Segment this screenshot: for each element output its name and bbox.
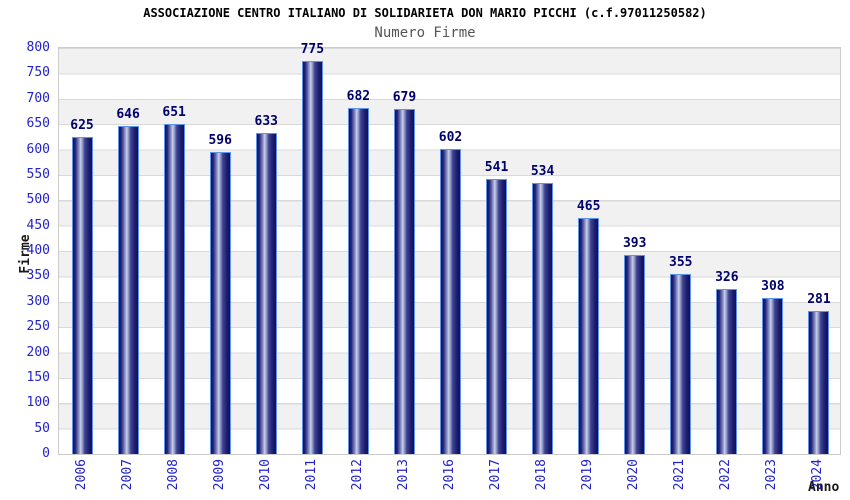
x-tick-label: 2019: [580, 459, 596, 491]
x-tick-label: 2021: [672, 459, 688, 491]
bar-2022: [716, 288, 738, 454]
bar-value-label: 651: [162, 104, 186, 120]
bar-2011: [301, 60, 323, 454]
bar-2007: [117, 126, 139, 454]
bar-2008: [163, 123, 185, 454]
bar-2012: [347, 107, 369, 454]
x-tick-label: 2008: [165, 459, 181, 491]
bar-value-label: 465: [576, 199, 601, 215]
x-tick-label: 2016: [441, 459, 457, 491]
bar-value-label: 308: [761, 278, 785, 294]
y-tick-label: 150: [26, 369, 50, 385]
x-tick-label: 2007: [119, 459, 135, 491]
x-tick-label: 2012: [349, 459, 365, 491]
bar-2017: [486, 179, 508, 454]
y-tick-label: 700: [26, 90, 50, 106]
plot-area: 625 646 651 596 633 775 682 679 602 541 534 465 393 3…: [58, 42, 841, 455]
bar-value-label: 281: [807, 292, 831, 308]
y-tick-label: 500: [26, 192, 50, 208]
bar-value-label: 646: [116, 107, 140, 123]
bar-value-label: 602: [438, 129, 463, 145]
bar-value-label: 775: [300, 41, 325, 57]
bar-value-label: 534: [530, 164, 555, 179]
bar-value-label: 326: [715, 269, 739, 285]
bar-2018: [532, 183, 554, 454]
bar-value-label: 633: [254, 113, 278, 129]
bar-value-label: 541: [484, 160, 509, 176]
x-tick-label: 2023: [764, 459, 780, 491]
chart-title: ASSOCIAZIONE CENTRO ITALIANO DI SOLIDARI…: [143, 6, 707, 20]
y-tick-label: 800: [26, 40, 50, 55]
bar-2013: [393, 109, 415, 454]
y-tick-label: 650: [26, 116, 50, 132]
bar-value-label: 596: [208, 132, 232, 148]
x-tick-label: 2017: [488, 459, 504, 491]
y-tick-label: 450: [26, 217, 50, 233]
y-tick-label: 300: [26, 293, 50, 309]
x-tick-label: 2010: [257, 459, 273, 491]
y-tick-label: 250: [26, 319, 50, 335]
chart-subtitle: Numero Firme: [374, 25, 476, 41]
bar-2021: [670, 273, 692, 454]
bar-2024: [808, 311, 830, 454]
bar-2016: [440, 148, 461, 454]
x-tick-label: 2006: [73, 459, 89, 491]
x-tick-label: 2013: [395, 459, 411, 491]
x-tick-label: 2022: [718, 459, 734, 491]
x-tick-label: 2011: [303, 459, 319, 491]
y-tick-label: 550: [26, 166, 50, 182]
x-axis-title: Anno: [808, 480, 840, 495]
bar-value-label: 393: [622, 235, 647, 251]
bar-2010: [255, 132, 277, 454]
bar-value-label: 682: [346, 88, 371, 104]
bar-2006: [71, 136, 93, 454]
y-tick-label: 100: [26, 395, 50, 411]
y-tick-label: 750: [26, 65, 50, 81]
y-tick-label: 600: [26, 141, 50, 157]
bar-2023: [762, 297, 784, 454]
bar-value-label: 679: [392, 90, 417, 106]
y-tick-label: 400: [26, 243, 50, 258]
x-tick-label: 2018: [534, 459, 550, 491]
bar-2020: [624, 254, 646, 454]
x-tick-label: 2009: [211, 459, 227, 491]
y-tick-label: 0: [42, 446, 50, 461]
bar-2019: [578, 218, 600, 454]
bar-2009: [209, 151, 231, 454]
y-tick-label: 350: [26, 268, 50, 284]
y-tick-label: 200: [26, 344, 50, 360]
bar-value-label: 625: [70, 117, 94, 133]
bar-value-label: 355: [669, 254, 693, 270]
y-tick-label: 50: [34, 420, 50, 436]
x-tick-label: 2020: [626, 459, 642, 491]
